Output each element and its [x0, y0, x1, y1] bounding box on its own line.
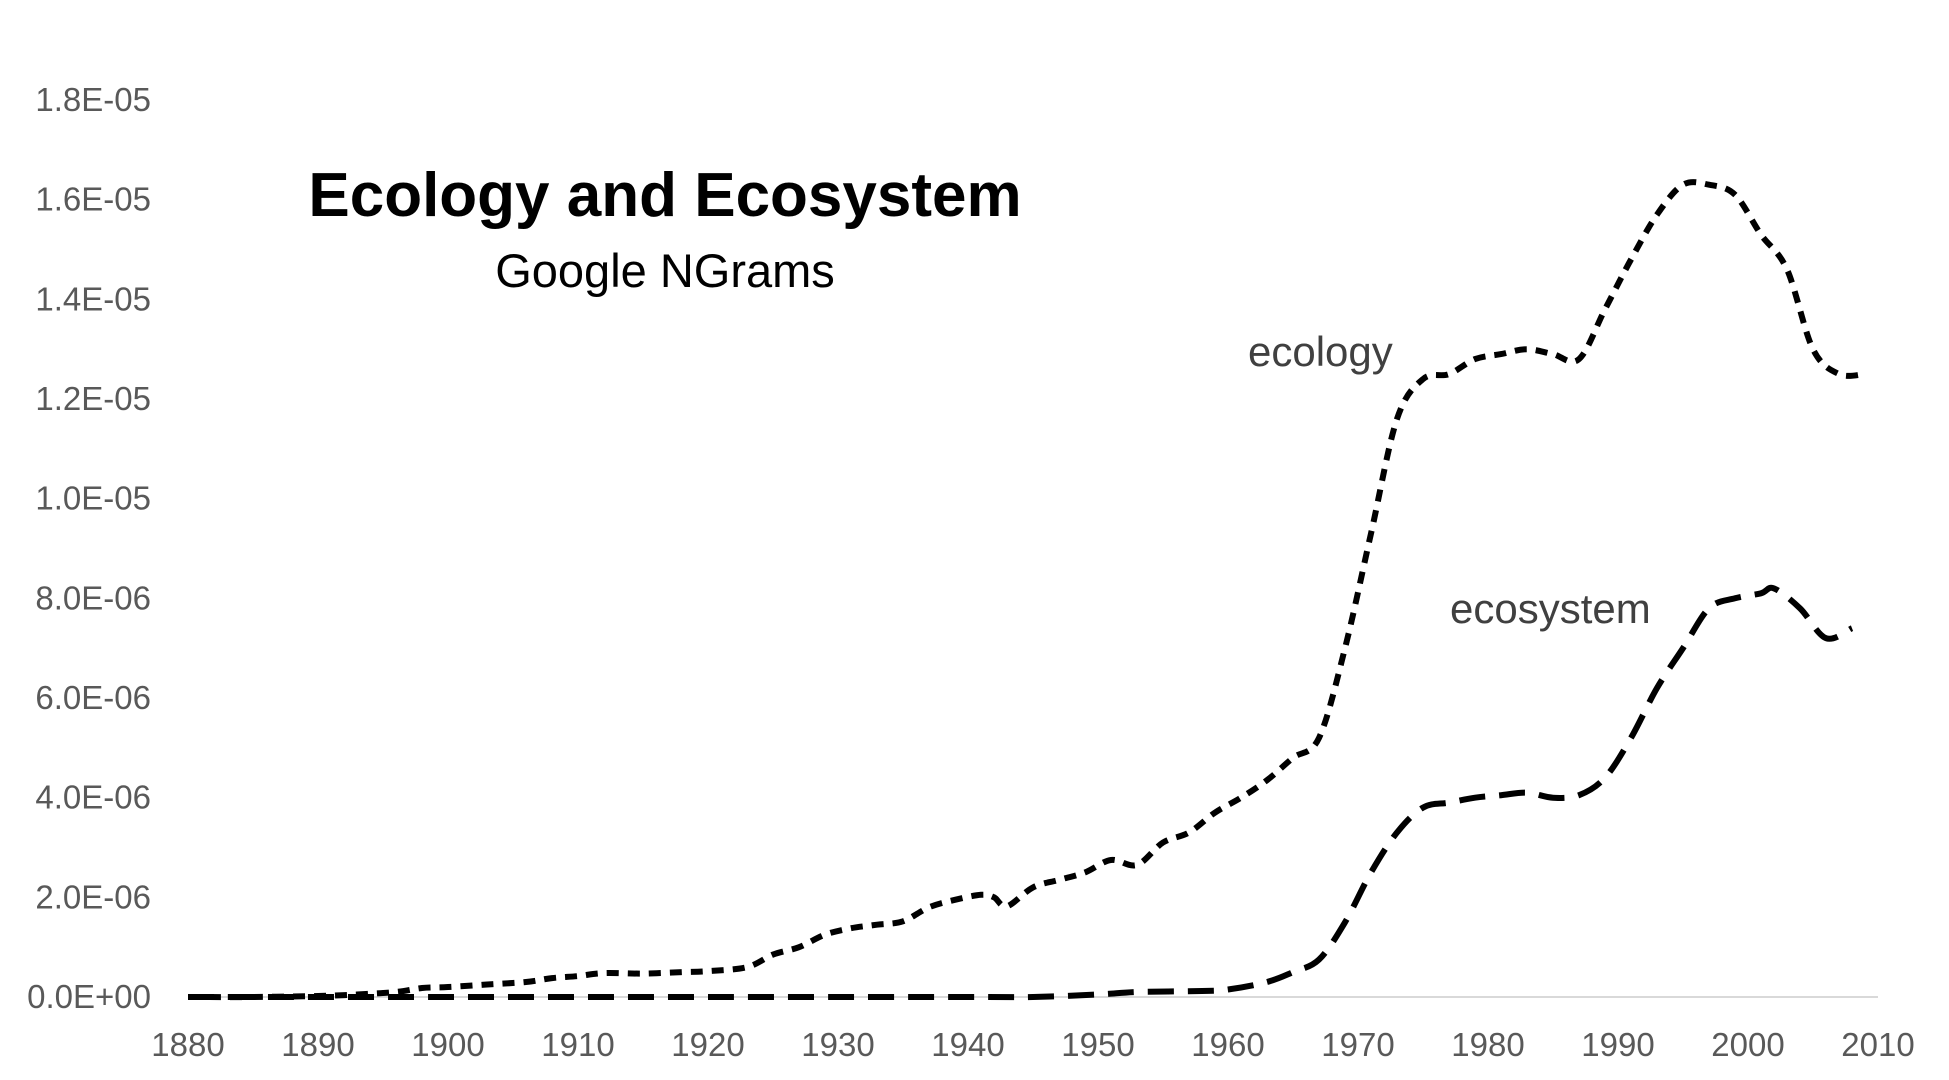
x-tick-label: 2010 — [1841, 1026, 1914, 1063]
y-tick-label: 1.0E-05 — [35, 480, 151, 517]
y-tick-label: 8.0E-06 — [35, 579, 151, 616]
x-axis-ticks: 1880 1890 1900 1910 1920 1930 1940 1950 1960 1970… — [151, 1026, 1914, 1063]
y-tick-label: 2.0E-06 — [35, 878, 151, 915]
series-line-ecosystem — [187, 584, 1854, 1001]
y-tick-label: 6.0E-06 — [35, 679, 151, 716]
series-label-ecosystem: ecosystem — [1450, 585, 1651, 632]
x-tick-label: 1940 — [931, 1026, 1004, 1063]
y-axis-ticks: 0.0E+00 2.0E-06 4.0E-06 6.0E-06 8.0E-06 1.0E-… — [27, 81, 151, 1015]
x-tick-label: 1900 — [411, 1026, 484, 1063]
x-tick-label: 1930 — [801, 1026, 874, 1063]
y-tick-label: 1.8E-05 — [35, 81, 151, 118]
chart-title: Ecology and Ecosystem — [308, 161, 1021, 230]
x-tick-label: 1910 — [541, 1026, 614, 1063]
x-tick-label: 1970 — [1321, 1026, 1394, 1063]
y-tick-label: 4.0E-06 — [35, 779, 151, 816]
series-line-ecology — [187, 179, 1866, 1001]
series-lines — [187, 179, 1866, 1001]
x-tick-label: 2000 — [1711, 1026, 1784, 1063]
x-tick-label: 1990 — [1581, 1026, 1654, 1063]
x-tick-label: 1960 — [1191, 1026, 1264, 1063]
x-tick-label: 1950 — [1061, 1026, 1134, 1063]
y-tick-label: 1.6E-05 — [35, 181, 151, 218]
y-tick-label: 1.2E-05 — [35, 380, 151, 417]
x-tick-label: 1880 — [151, 1026, 224, 1063]
y-tick-label: 0.0E+00 — [27, 978, 151, 1015]
x-tick-label: 1890 — [281, 1026, 354, 1063]
x-tick-label: 1980 — [1451, 1026, 1524, 1063]
x-tick-label: 1920 — [671, 1026, 744, 1063]
series-label-ecology: ecology — [1248, 328, 1393, 375]
y-tick-label: 1.4E-05 — [35, 280, 151, 317]
chart-subtitle: Google NGrams — [495, 244, 835, 297]
